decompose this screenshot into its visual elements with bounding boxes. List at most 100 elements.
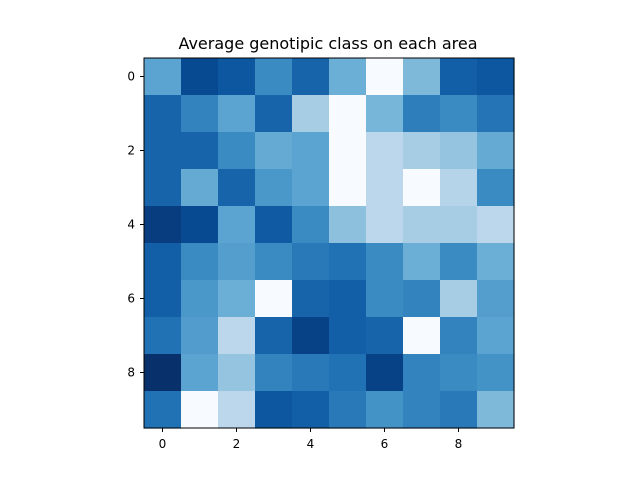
heatmap-cell-r1-c6 xyxy=(366,95,404,133)
heatmap-cell-r9-c2 xyxy=(218,391,256,429)
plot-frame xyxy=(143,57,515,429)
heatmap-cell-r4-c4 xyxy=(292,206,330,244)
heatmap-cell-r7-c4 xyxy=(292,317,330,355)
heatmap-cell-r2-c4 xyxy=(292,132,330,170)
heatmap-cell-r6-c9 xyxy=(477,280,515,318)
x-tick-label: 0 xyxy=(159,437,167,451)
heatmap-cell-r3-c3 xyxy=(255,169,293,207)
heatmap-cell-r4-c8 xyxy=(440,206,478,244)
heatmap-cell-r4-c2 xyxy=(218,206,256,244)
heatmap-cell-r8-c2 xyxy=(218,354,256,392)
heatmap-cell-r0-c6 xyxy=(366,58,404,96)
heatmap-cell-r1-c0 xyxy=(144,95,182,133)
heatmap-cell-r4-c5 xyxy=(329,206,367,244)
heatmap-cell-r7-c8 xyxy=(440,317,478,355)
heatmap-cell-r7-c6 xyxy=(366,317,404,355)
heatmap-cell-r5-c3 xyxy=(255,243,293,281)
heatmap-cell-r8-c0 xyxy=(144,354,182,392)
heatmap-cell-r6-c5 xyxy=(329,280,367,318)
heatmap-cell-r3-c2 xyxy=(218,169,256,207)
heatmap-cell-r5-c1 xyxy=(181,243,219,281)
heatmap-cell-r0-c5 xyxy=(329,58,367,96)
heatmap-cell-r2-c6 xyxy=(366,132,404,170)
heatmap-cell-r2-c9 xyxy=(477,132,515,170)
heatmap-cell-r7-c1 xyxy=(181,317,219,355)
heatmap-cell-r1-c1 xyxy=(181,95,219,133)
heatmap-cell-r9-c4 xyxy=(292,391,330,429)
heatmap-cell-r2-c1 xyxy=(181,132,219,170)
heatmap-cell-r3-c7 xyxy=(403,169,441,207)
heatmap-cell-r0-c1 xyxy=(181,58,219,96)
x-tick-label: 8 xyxy=(455,437,463,451)
heatmap-cell-r2-c5 xyxy=(329,132,367,170)
heatmap-cell-r4-c1 xyxy=(181,206,219,244)
heatmap-cell-r7-c3 xyxy=(255,317,293,355)
heatmap-cell-r8-c6 xyxy=(366,354,404,392)
heatmap-cell-r5-c7 xyxy=(403,243,441,281)
heatmap-cell-r4-c9 xyxy=(477,206,515,244)
heatmap-cell-r1-c8 xyxy=(440,95,478,133)
x-tick-label: 6 xyxy=(381,437,389,451)
heatmap-cell-r0-c4 xyxy=(292,58,330,96)
heatmap-cell-r1-c7 xyxy=(403,95,441,133)
heatmap-cell-r7-c9 xyxy=(477,317,515,355)
heatmap-cell-r5-c0 xyxy=(144,243,182,281)
heatmap-cell-r0-c9 xyxy=(477,58,515,96)
heatmap-cell-r4-c7 xyxy=(403,206,441,244)
heatmap-cell-r7-c2 xyxy=(218,317,256,355)
heatmap-cell-r3-c4 xyxy=(292,169,330,207)
heatmap-cell-r9-c3 xyxy=(255,391,293,429)
heatmap-cell-r6-c6 xyxy=(366,280,404,318)
x-tick-label: 2 xyxy=(233,437,241,451)
chart-title: Average genotipic class on each area xyxy=(178,34,477,53)
y-tick-label: 8 xyxy=(127,366,135,380)
heatmap-cell-r2-c7 xyxy=(403,132,441,170)
heatmap-cell-r4-c0 xyxy=(144,206,182,244)
heatmap-cell-r5-c8 xyxy=(440,243,478,281)
heatmap-cell-r0-c2 xyxy=(218,58,256,96)
heatmap-cell-r4-c3 xyxy=(255,206,293,244)
heatmap-cell-r2-c3 xyxy=(255,132,293,170)
heatmap-cell-r3-c0 xyxy=(144,169,182,207)
heatmap-cell-r1-c5 xyxy=(329,95,367,133)
heatmap-cell-r9-c6 xyxy=(366,391,404,429)
heatmap-cell-r6-c4 xyxy=(292,280,330,318)
heatmap-cell-r2-c2 xyxy=(218,132,256,170)
heatmap-cell-r6-c8 xyxy=(440,280,478,318)
heatmap-cell-r6-c7 xyxy=(403,280,441,318)
heatmap-cell-r9-c9 xyxy=(477,391,515,429)
heatmap-cell-r1-c9 xyxy=(477,95,515,133)
heatmap-cell-r8-c3 xyxy=(255,354,293,392)
heatmap-cells xyxy=(144,58,515,429)
heatmap-cell-r5-c5 xyxy=(329,243,367,281)
heatmap-cell-r8-c8 xyxy=(440,354,478,392)
heatmap-cell-r5-c2 xyxy=(218,243,256,281)
heatmap-cell-r3-c8 xyxy=(440,169,478,207)
heatmap-cell-r7-c5 xyxy=(329,317,367,355)
y-tick-label: 4 xyxy=(127,218,135,232)
heatmap-cell-r3-c9 xyxy=(477,169,515,207)
heatmap-cell-r6-c0 xyxy=(144,280,182,318)
heatmap-cell-r6-c2 xyxy=(218,280,256,318)
heatmap-cell-r9-c0 xyxy=(144,391,182,429)
heatmap-cell-r5-c6 xyxy=(366,243,404,281)
heatmap-cell-r9-c5 xyxy=(329,391,367,429)
heatmap-cell-r3-c5 xyxy=(329,169,367,207)
heatmap-cell-r1-c4 xyxy=(292,95,330,133)
heatmap-cell-r6-c3 xyxy=(255,280,293,318)
heatmap-cell-r9-c1 xyxy=(181,391,219,429)
heatmap-cell-r1-c2 xyxy=(218,95,256,133)
heatmap-cell-r2-c8 xyxy=(440,132,478,170)
heatmap-cell-r8-c7 xyxy=(403,354,441,392)
heatmap-cell-r7-c0 xyxy=(144,317,182,355)
heatmap-cell-r5-c4 xyxy=(292,243,330,281)
heatmap-cell-r9-c8 xyxy=(440,391,478,429)
y-tick-label: 0 xyxy=(127,70,135,84)
heatmap-cell-r3-c6 xyxy=(366,169,404,207)
heatmap-cell-r4-c6 xyxy=(366,206,404,244)
heatmap-cell-r8-c9 xyxy=(477,354,515,392)
heatmap-cell-r1-c3 xyxy=(255,95,293,133)
heatmap-cell-r6-c1 xyxy=(181,280,219,318)
heatmap-cell-r5-c9 xyxy=(477,243,515,281)
